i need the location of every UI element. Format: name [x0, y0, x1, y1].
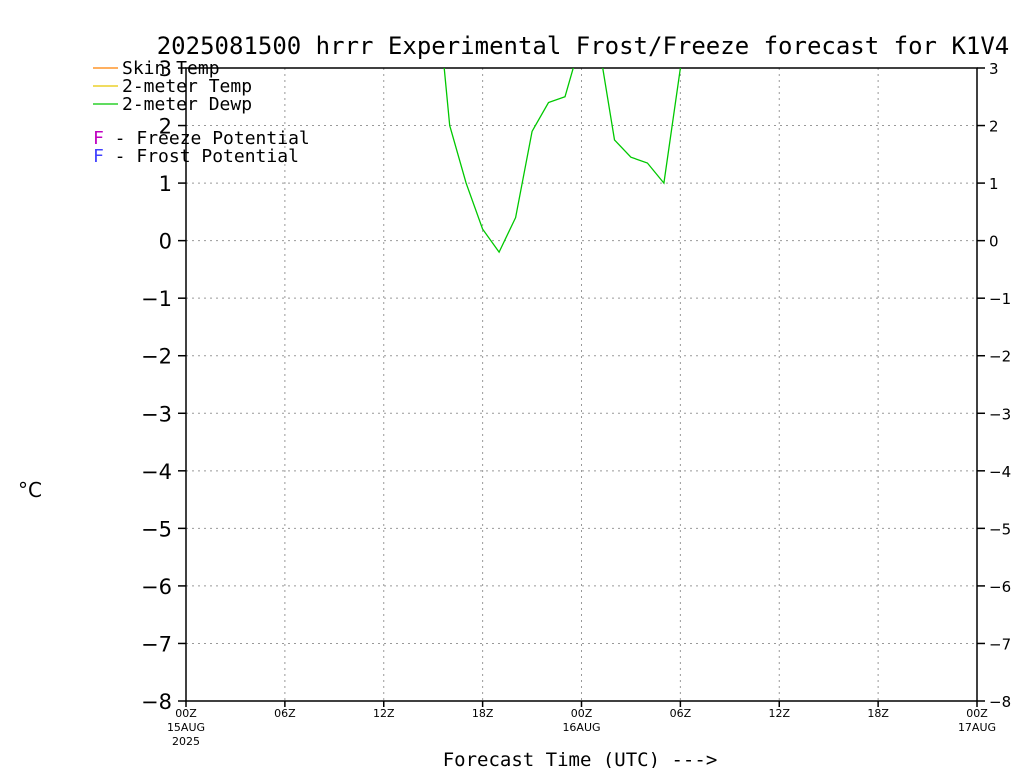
legend-label: 2-meter Temp	[122, 76, 252, 97]
y-tick-label-left: −4	[141, 460, 172, 484]
y-tick-label-right: 1	[989, 175, 999, 193]
y-tick-label-left: −1	[141, 287, 172, 311]
x-tick-label: 12Z	[768, 707, 790, 720]
y-tick-label-right: −6	[989, 578, 1011, 596]
x-tick-label: 00Z	[571, 707, 593, 720]
y-tick-label-right: −3	[989, 405, 1011, 423]
chart-title: 2025081500 hrrr Experimental Frost/Freez…	[157, 32, 1010, 60]
y-tick-label-left: −8	[141, 690, 172, 714]
x-tick-year: 2025	[172, 735, 200, 748]
y-tick-label-left: 2	[159, 115, 172, 139]
y-axis-label: °C	[18, 478, 42, 502]
x-tick-label: 06Z	[274, 707, 296, 720]
y-tick-label-left: −3	[141, 402, 172, 426]
x-tick-date: 17AUG	[958, 721, 996, 734]
x-tick-date: 15AUG	[167, 721, 205, 734]
potential-label: - Frost Potential	[104, 146, 299, 167]
legend-label: Skin Temp	[122, 58, 220, 79]
x-tick-date: 16AUG	[562, 721, 600, 734]
x-tick-label: 18Z	[867, 707, 889, 720]
y-tick-label-right: 3	[989, 60, 999, 78]
y-tick-label-left: −7	[141, 632, 172, 656]
y-axis: 3 3 2 2 1 1 0 0 −1 −1 −2 −2 −3 −3 −4 −4 −5 −5 −6 −6 −7 −7 −8 −8	[141, 57, 1011, 714]
x-tick-label: 18Z	[472, 707, 494, 720]
y-tick-label-right: −8	[989, 693, 1011, 711]
x-tick-label: 06Z	[670, 707, 692, 720]
y-tick-label-left: −5	[141, 517, 172, 541]
potential-legend-item: F - Frost Potential	[93, 146, 299, 167]
x-tick-label: 00Z	[175, 707, 197, 720]
series-group	[443, 68, 682, 254]
legend-label: 2-meter Dewp	[122, 94, 252, 115]
y-tick-label-right: −7	[989, 635, 1011, 653]
potential-legend-item: F - Freeze Potential	[93, 128, 310, 149]
y-tick-label-left: −6	[141, 575, 172, 599]
x-axis-label: Forecast Time (UTC) --->	[443, 749, 718, 768]
y-tick-label-left: 0	[159, 230, 172, 254]
series-line-dewpoint	[443, 68, 682, 254]
x-tick-label: 12Z	[373, 707, 395, 720]
y-tick-label-right: −1	[989, 290, 1011, 308]
y-tick-label-right: −5	[989, 520, 1011, 538]
y-tick-label-right: 0	[989, 233, 999, 251]
potential-symbol: F	[93, 146, 104, 167]
y-tick-label-right: −2	[989, 348, 1011, 366]
grid-lines	[186, 68, 977, 701]
y-tick-label-right: 2	[989, 118, 999, 136]
y-tick-label-right: −4	[989, 463, 1011, 481]
y-tick-label-left: −2	[141, 345, 172, 369]
y-tick-label-left: 3	[159, 57, 172, 81]
potential-label: - Freeze Potential	[104, 128, 310, 149]
plot-frame	[185, 67, 978, 702]
potential-symbol: F	[93, 128, 104, 149]
x-tick-label: 00Z	[966, 707, 988, 720]
y-tick-label-left: 1	[159, 172, 172, 196]
